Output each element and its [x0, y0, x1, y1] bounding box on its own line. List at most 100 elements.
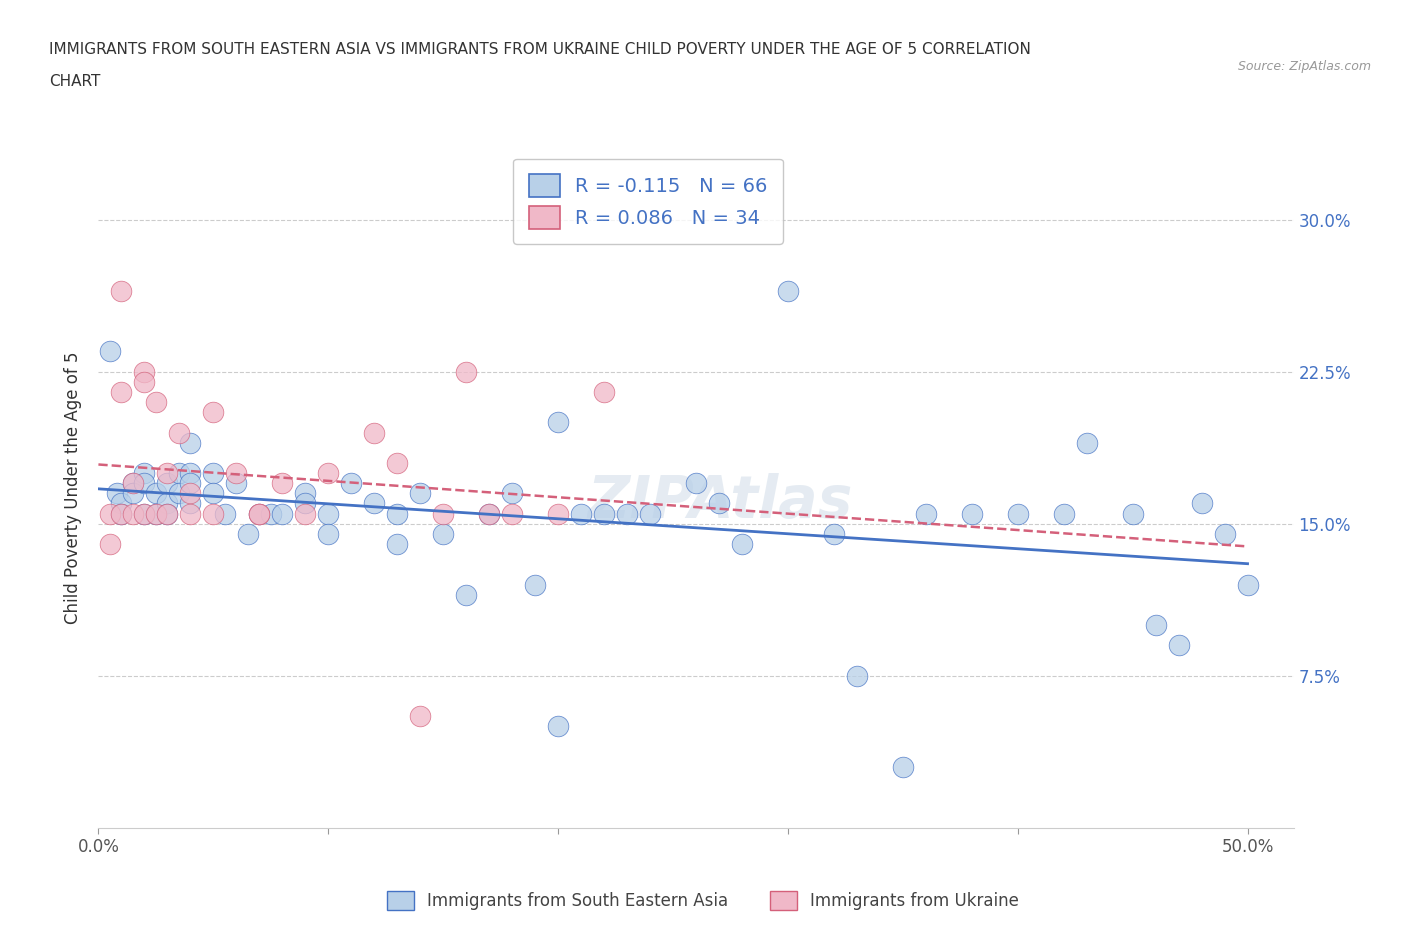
Point [105, 485, 128, 500]
Y-axis label: Child Poverty Under the Age of 5: Child Poverty Under the Age of 5 [65, 352, 83, 625]
Point [616, 506, 638, 521]
Point [385, 506, 409, 521]
Point [1236, 578, 1258, 592]
Point [456, 365, 478, 379]
Point [145, 394, 167, 409]
Point [845, 669, 868, 684]
Point [134, 466, 156, 481]
Point [110, 506, 132, 521]
Point [179, 435, 201, 450]
Point [236, 526, 259, 541]
Point [202, 485, 225, 500]
Point [134, 506, 156, 521]
Point [1053, 506, 1076, 521]
Point [960, 506, 983, 521]
Point [593, 506, 616, 521]
Point [134, 375, 156, 390]
Point [202, 506, 225, 521]
Point [1191, 496, 1213, 511]
Point [478, 506, 501, 521]
Point [385, 456, 409, 471]
Point [294, 496, 316, 511]
Point [247, 506, 270, 521]
Point [478, 506, 501, 521]
Point [134, 365, 156, 379]
Point [914, 506, 936, 521]
Point [225, 476, 247, 491]
Point [179, 496, 201, 511]
Point [316, 466, 339, 481]
Point [1167, 638, 1189, 653]
Point [145, 485, 167, 500]
Point [569, 506, 592, 521]
Point [501, 506, 523, 521]
Point [156, 496, 179, 511]
Point [385, 537, 409, 551]
Point [294, 506, 316, 521]
Point [134, 476, 156, 491]
Text: CHART: CHART [49, 74, 101, 89]
Point [202, 405, 225, 419]
Point [1076, 435, 1098, 450]
Point [167, 485, 190, 500]
Legend: R = -0.115   N = 66, R = 0.086   N = 34: R = -0.115 N = 66, R = 0.086 N = 34 [513, 158, 783, 245]
Point [271, 476, 294, 491]
Point [432, 526, 454, 541]
Point [145, 506, 167, 521]
Point [501, 485, 523, 500]
Point [247, 506, 270, 521]
Point [134, 506, 156, 521]
Point [179, 506, 201, 521]
Point [547, 719, 569, 734]
Point [156, 506, 179, 521]
Point [731, 537, 754, 551]
Point [363, 425, 385, 440]
Point [179, 485, 201, 500]
Point [547, 415, 569, 430]
Point [456, 587, 478, 602]
Point [776, 284, 799, 299]
Point [823, 526, 845, 541]
Point [294, 485, 316, 500]
Point [547, 506, 569, 521]
Point [260, 506, 283, 521]
Point [202, 466, 225, 481]
Point [409, 709, 432, 724]
Point [271, 506, 294, 521]
Point [156, 506, 179, 521]
Text: Source: ZipAtlas.com: Source: ZipAtlas.com [1237, 60, 1371, 73]
Point [122, 485, 145, 500]
Point [707, 496, 730, 511]
Point [1213, 526, 1236, 541]
Point [167, 425, 190, 440]
Point [110, 284, 132, 299]
Point [122, 506, 145, 521]
Text: ZIPAtlas: ZIPAtlas [588, 473, 852, 530]
Point [156, 466, 179, 481]
Point [110, 496, 132, 511]
Point [122, 476, 145, 491]
Point [179, 466, 201, 481]
Point [225, 466, 247, 481]
Point [340, 476, 363, 491]
Point [110, 384, 132, 399]
Point [179, 476, 201, 491]
Point [110, 506, 132, 521]
Point [214, 506, 236, 521]
Point [524, 578, 547, 592]
Point [145, 506, 167, 521]
Point [316, 526, 339, 541]
Point [98, 537, 121, 551]
Point [363, 496, 385, 511]
Text: IMMIGRANTS FROM SOUTH EASTERN ASIA VS IMMIGRANTS FROM UKRAINE CHILD POVERTY UNDE: IMMIGRANTS FROM SOUTH EASTERN ASIA VS IM… [49, 42, 1031, 57]
Point [409, 485, 432, 500]
Point [593, 384, 616, 399]
Point [98, 506, 121, 521]
Point [98, 344, 121, 359]
Point [156, 476, 179, 491]
Point [432, 506, 454, 521]
Point [685, 476, 707, 491]
Point [1122, 506, 1144, 521]
Point [1007, 506, 1029, 521]
Point [247, 506, 270, 521]
